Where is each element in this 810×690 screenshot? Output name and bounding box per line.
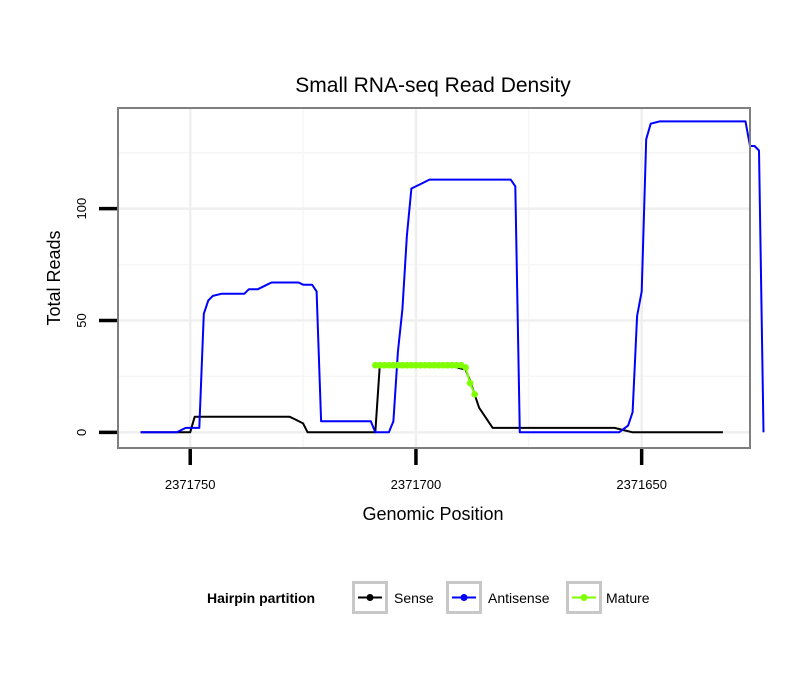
legend: Hairpin partition Sense Antisense Mature — [207, 581, 650, 614]
y-axis: 0 50 100 — [74, 198, 117, 436]
data-point-mature — [435, 361, 442, 369]
data-point-mature — [403, 361, 411, 369]
data-point-mature — [466, 379, 474, 387]
data-point-mature — [385, 361, 393, 369]
y-axis-tick-label: 0 — [74, 429, 89, 436]
legend-point-mature — [580, 594, 588, 601]
chart-title: Small RNA-seq Read Density — [295, 74, 571, 97]
plot-panel — [118, 108, 750, 448]
data-point-mature — [376, 361, 384, 369]
data-point-mature — [426, 361, 433, 369]
x-axis-tick-label: 2371750 — [165, 477, 216, 492]
legend-point-sense — [366, 594, 374, 601]
data-point-mature — [471, 391, 478, 398]
x-axis: 2371750 2371700 2371650 — [165, 449, 667, 492]
legend-title: Hairpin partition — [207, 590, 315, 606]
y-axis-label: Total Reads — [44, 230, 64, 325]
legend-label-mature: Mature — [606, 590, 650, 606]
data-point-mature — [390, 361, 397, 369]
legend-label-sense: Sense — [394, 590, 434, 606]
y-axis-tick-label: 50 — [74, 313, 89, 327]
data-point-mature — [408, 361, 415, 369]
data-point-mature — [372, 361, 379, 369]
data-point-mature — [394, 361, 402, 369]
data-point-mature — [439, 361, 447, 369]
x-axis-tick-label: 2371700 — [391, 477, 442, 492]
data-point-mature — [430, 361, 438, 369]
legend-label-antisense: Antisense — [488, 590, 550, 606]
data-point-mature — [399, 361, 406, 369]
data-point-mature — [462, 364, 469, 371]
data-point-mature — [453, 361, 460, 369]
y-axis-tick-label: 100 — [74, 198, 89, 220]
data-point-mature — [448, 361, 456, 369]
x-axis-label: Genomic Position — [362, 504, 503, 524]
series-line-antisense — [140, 120, 765, 434]
data-point-mature — [417, 361, 424, 369]
data-point-mature — [421, 361, 429, 369]
x-axis-tick-label: 2371650 — [616, 477, 667, 492]
series-layer — [140, 120, 765, 434]
data-point-mature — [412, 361, 420, 369]
legend-point-antisense — [460, 594, 468, 601]
data-point-mature — [381, 361, 388, 369]
data-point-mature — [444, 361, 451, 369]
plot-border — [117, 107, 751, 449]
